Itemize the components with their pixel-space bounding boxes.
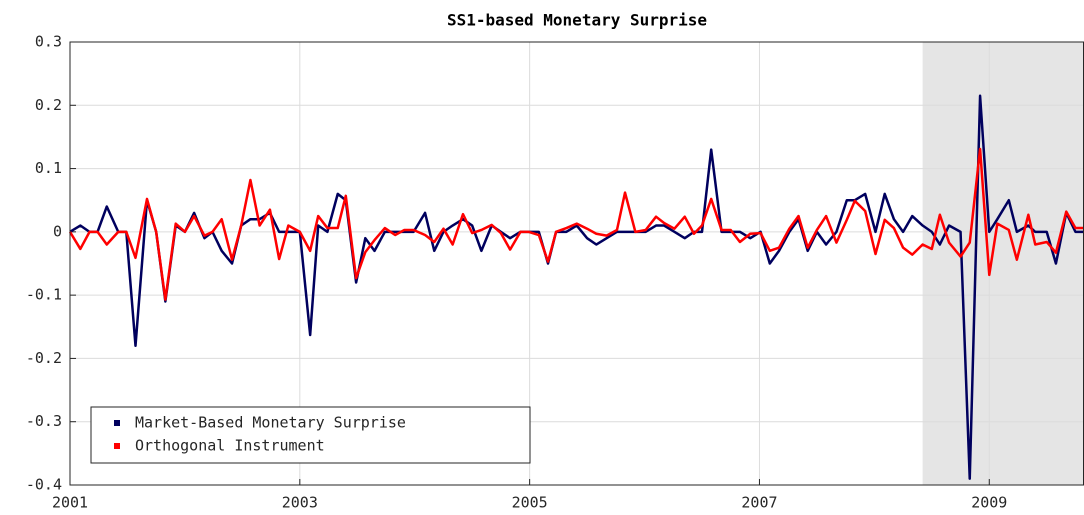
- y-tick-label: 0.1: [35, 159, 62, 177]
- x-tick-label: 2007: [741, 494, 777, 512]
- y-tick-label: -0.4: [26, 476, 62, 494]
- legend-marker: [114, 420, 120, 426]
- series-line: [68, 147, 1084, 301]
- y-tick-label: 0: [53, 222, 62, 240]
- shaded-region: [922, 42, 1084, 485]
- legend-label: Market-Based Monetary Surprise: [135, 414, 406, 432]
- x-tick-label: 2001: [52, 494, 88, 512]
- legend-box: [90, 406, 531, 464]
- y-tick-label: -0.2: [26, 349, 62, 367]
- y-tick-label: -0.1: [26, 286, 62, 304]
- x-tick-label: 2005: [512, 494, 548, 512]
- legend-label: Orthogonal Instrument: [135, 437, 325, 455]
- x-tick-label: 2009: [971, 494, 1007, 512]
- y-tick-label: 0.2: [35, 96, 62, 114]
- y-tick-label: -0.3: [26, 412, 62, 430]
- y-tick-label: 0.3: [35, 33, 62, 51]
- chart-title: SS1-based Monetary Surprise: [447, 11, 707, 30]
- legend-marker: [114, 443, 120, 449]
- x-tick-label: 2003: [282, 494, 318, 512]
- legend: Market-Based Monetary Surprise Orthogonal…: [90, 406, 531, 464]
